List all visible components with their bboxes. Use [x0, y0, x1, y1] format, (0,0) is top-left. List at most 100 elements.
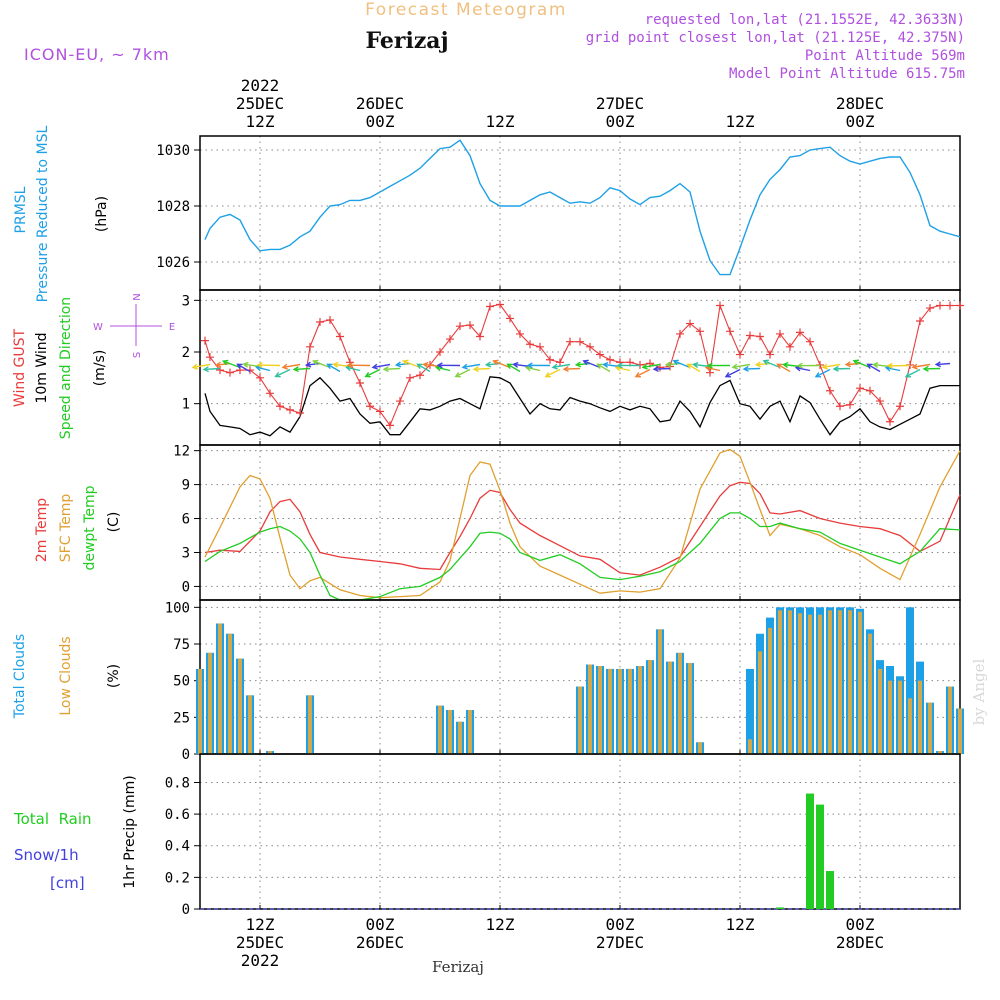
- wind-direction-arrow: [327, 363, 341, 373]
- gust-marker: [496, 300, 504, 309]
- gust-marker: [316, 318, 324, 327]
- low-cloud-bar: [928, 702, 932, 754]
- gust-marker: [776, 329, 784, 338]
- wind-direction-arrowhead: [724, 372, 731, 378]
- low-cloud-bar: [868, 633, 872, 754]
- wind-direction-arrow: [192, 363, 211, 369]
- low-cloud-bar: [898, 680, 902, 754]
- wind-direction-arrowhead: [742, 365, 749, 372]
- gust-marker: [366, 402, 374, 411]
- wind-direction-arrow: [673, 360, 691, 369]
- compass-e: E: [169, 322, 175, 333]
- gust-marker: [296, 408, 304, 417]
- wind-10m-line: [204, 376, 960, 437]
- gust-marker: [416, 371, 424, 380]
- wind-direction-arrowhead: [394, 361, 402, 368]
- low-cloud-bar: [438, 705, 442, 754]
- wind-direction-arrow: [936, 362, 951, 366]
- gust-marker: [326, 315, 334, 324]
- gust-marker: [876, 397, 884, 406]
- low-cloud-bar: [798, 613, 802, 754]
- wind-direction-arrow: [853, 360, 871, 369]
- top-time-label: 00Z: [366, 112, 395, 131]
- gust-marker: [676, 329, 684, 338]
- temp-2m-label: 2m Temp: [34, 498, 50, 562]
- low-cloud-bar: [658, 629, 662, 754]
- low-cloud-bar: [878, 668, 882, 754]
- wind-direction-arrowhead: [402, 359, 409, 366]
- gust-marker: [756, 332, 764, 341]
- precip-panel: 0 0.2 0.4 0.6 0.8: [165, 753, 961, 918]
- wind-direction-arrowhead: [911, 363, 918, 370]
- low-cloud-bar: [948, 686, 952, 754]
- top-time-label: 27DEC: [596, 94, 644, 113]
- top-time-label: 2022: [241, 76, 280, 95]
- wind-direction-arrowhead: [821, 363, 828, 370]
- wind-direction-arrow: [912, 363, 931, 368]
- wind-direction-arrowhead: [461, 363, 468, 370]
- low-cloud-bar: [308, 695, 312, 754]
- wind-direction-arrowhead: [844, 361, 852, 368]
- wind-direction-arrow: [436, 366, 451, 372]
- top-time-label: 12Z: [486, 112, 515, 131]
- model-label: ICON-EU, ~ 7km: [24, 45, 170, 64]
- low-cloud-bar: [208, 652, 212, 754]
- wind-direction-arrowhead: [526, 362, 533, 369]
- temp-ytick-label: 6: [182, 512, 190, 528]
- wind-frame: [199, 289, 961, 446]
- gust-marker: [716, 301, 724, 310]
- wind-direction-arrowhead: [686, 363, 693, 369]
- pressure-unit: (hPa): [94, 196, 110, 232]
- gust-marker: [926, 304, 934, 313]
- wind-direction-arrowhead: [872, 362, 879, 369]
- wind-direction-arrow: [384, 367, 401, 371]
- wind-direction-arrowhead: [796, 362, 803, 369]
- wind-direction-arrowhead: [346, 362, 353, 369]
- wind-direction-arrowhead: [616, 362, 623, 369]
- wind-direction-arrow: [256, 366, 271, 372]
- point-altitude: Point Altitude 569m: [805, 48, 965, 64]
- low-cloud-bar: [748, 739, 752, 754]
- wind-direction-arrowhead: [512, 361, 519, 368]
- wind-direction-arrowhead: [832, 365, 839, 372]
- total-cloud-bar: [906, 607, 914, 754]
- wind-direction-arrowhead: [382, 366, 389, 373]
- precip-ytick-label: 0: [182, 902, 190, 918]
- wind-direction-arrowhead: [312, 359, 319, 366]
- low-cloud-bar: [818, 614, 822, 754]
- wind-direction-arrowhead: [371, 363, 378, 370]
- low-cloud-bar: [598, 666, 602, 754]
- clouds-ytick-label: 0: [182, 747, 190, 763]
- wind-direction-arrowhead: [292, 366, 299, 373]
- wind-direction-arrow: [867, 363, 881, 373]
- pressure-label-2: Pressure Reduced to MSL: [35, 125, 51, 302]
- wind-direction-arrowhead: [492, 359, 499, 366]
- wind-direction-arrowhead: [454, 372, 461, 378]
- wind-direction-arrowhead: [436, 362, 443, 369]
- low-cloud-bar: [668, 661, 672, 754]
- wind-direction-arrowhead: [866, 363, 873, 369]
- bottom-time-label: 25DEC: [236, 933, 284, 952]
- precip-frame: [199, 753, 961, 910]
- pressure-label-1: PRMSL: [13, 186, 29, 233]
- wind-direction-arrow: [346, 366, 361, 372]
- low-cloud-bar: [448, 710, 452, 754]
- pressure-ytick-label: 1026: [156, 255, 190, 271]
- bottom-time-label: 26DEC: [356, 933, 404, 952]
- wind-direction-arrow: [474, 367, 491, 370]
- wind-direction-arrow: [313, 360, 331, 369]
- wind-direction-arrowhead: [242, 361, 249, 368]
- gust-marker: [506, 314, 514, 323]
- wind-direction-arrow: [597, 363, 611, 373]
- wind-direction-arrowhead: [191, 363, 198, 370]
- wind-direction-arrow: [905, 368, 921, 378]
- precip-snow-unit: [cm]: [50, 874, 85, 892]
- gust-marker: [466, 321, 474, 330]
- clouds-low-label: Low Clouds: [58, 636, 74, 715]
- wind-direction-arrow: [763, 360, 781, 369]
- wind-direction-arrowhead: [762, 359, 769, 366]
- gust-marker: [216, 366, 224, 375]
- model-point-altitude: Model Point Altitude 615.75m: [729, 66, 965, 82]
- wind-direction-arrowhead: [422, 361, 429, 368]
